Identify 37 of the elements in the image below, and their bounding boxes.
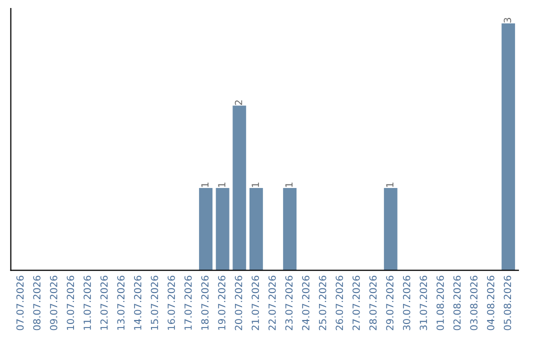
x-tick-label: 05.08.2026 xyxy=(504,276,512,330)
data-label: 1 xyxy=(252,182,259,187)
x-tick-label: 18.07.2026 xyxy=(201,276,209,330)
x-tick-label: 23.07.2026 xyxy=(285,276,293,330)
x-tick-label: 15.07.2026 xyxy=(150,276,158,330)
x-tick-label: 12.07.2026 xyxy=(100,276,108,330)
x-tick-label: 31.07.2026 xyxy=(420,276,428,330)
x-tick-label: 04.08.2026 xyxy=(486,276,494,330)
x-tick-label: 21.07.2026 xyxy=(252,276,260,330)
x-tick-label: 22.07.2026 xyxy=(268,276,276,330)
data-label: 1 xyxy=(218,182,226,187)
x-tick-label: 14.07.2026 xyxy=(134,276,142,330)
x-tick-label: 08.07.2026 xyxy=(33,276,41,330)
x-tick-label: 11.07.2026 xyxy=(84,276,91,330)
x-tick-label: 25.07.2026 xyxy=(318,276,326,330)
x-tick-label: 09.07.2026 xyxy=(50,276,58,330)
x-tick-label: 13.07.2026 xyxy=(117,276,125,330)
x-tick-label: 01.08.2026 xyxy=(436,276,444,330)
x-tick-label: 02.08.2026 xyxy=(453,276,461,330)
x-tick-label: 27.07.2026 xyxy=(352,276,360,330)
data-label: 3 xyxy=(504,18,512,23)
x-tick-label: 30.07.2026 xyxy=(402,276,410,330)
data-label: 1 xyxy=(285,182,292,187)
x-tick-label: 28.07.2026 xyxy=(369,276,377,330)
x-tick-label: 26.07.2026 xyxy=(336,276,344,330)
x-tick-label: 24.07.2026 xyxy=(302,276,310,330)
x-tick-label: 16.07.2026 xyxy=(168,276,175,330)
x-tick-label: 03.08.2026 xyxy=(470,276,478,330)
x-tick-label: 29.07.2026 xyxy=(386,276,394,330)
data-label: 1 xyxy=(386,182,394,187)
data-label: 1 xyxy=(201,182,208,187)
x-tick-label: 17.07.2026 xyxy=(184,276,192,330)
x-tick-label: 20.07.2026 xyxy=(234,276,242,330)
data-label: 2 xyxy=(234,100,242,105)
x-tick-label: 19.07.2026 xyxy=(218,276,226,330)
x-tick-label: 07.07.2026 xyxy=(16,276,24,330)
x-tick-label: 10.07.2026 xyxy=(66,276,74,330)
